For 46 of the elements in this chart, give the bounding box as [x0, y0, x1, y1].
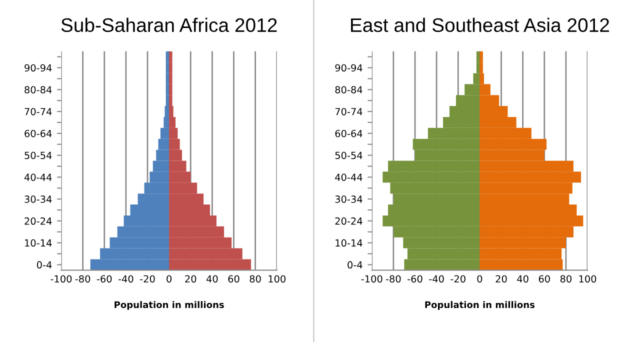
y-tick-label: 40-44: [335, 174, 362, 181]
x-tick-label: 20: [496, 275, 507, 283]
y-tick-label: 0-4: [348, 261, 362, 269]
x-tick-label: 80: [560, 275, 572, 283]
x-axis-title: Population in millions: [114, 301, 224, 310]
y-tick-label: 20-24: [335, 217, 362, 225]
y-tick-label: 40-44: [24, 174, 52, 181]
y-tick-label: 30-34: [24, 196, 52, 203]
y-tick-label: 80-84: [24, 86, 52, 94]
y-tick-label: 10-14: [25, 239, 52, 247]
x-tick-label: -80: [386, 275, 401, 283]
y-tick-label: 60-64: [24, 130, 52, 138]
x-tick-label: -60: [408, 275, 422, 283]
chart-title: Sub-Saharan Africa 2012: [61, 18, 277, 32]
x-tick-label: -100: [361, 275, 382, 283]
y-tick-label: 70-74: [24, 108, 52, 116]
y-tick-label: 90-94: [335, 64, 362, 72]
y-tick-label: 20-24: [24, 217, 52, 225]
x-tick-label: -60: [96, 275, 112, 283]
chart-title: East and Southeast Asia 2012: [351, 18, 609, 32]
x-tick-label: 0: [477, 275, 482, 283]
y-tick-label: 70-74: [335, 108, 362, 116]
x-tick-label: 60: [538, 275, 550, 283]
x-tick-label: 80: [250, 275, 261, 283]
x-tick-label: 100: [579, 275, 596, 283]
x-tick-label: -100: [50, 275, 72, 283]
y-tick-label: 50-54: [335, 152, 362, 160]
x-tick-label: -40: [118, 275, 134, 283]
x-tick-label: -20: [140, 275, 155, 283]
x-tick-label: 40: [206, 275, 218, 283]
x-tick-label: -80: [75, 275, 90, 283]
y-tick-label: 10-14: [336, 239, 362, 247]
x-tick-label: 100: [268, 275, 286, 283]
x-tick-label: -20: [450, 275, 466, 283]
x-axis-title: Population in millions: [425, 301, 535, 310]
y-tick-label: 0-4: [36, 261, 52, 269]
y-tick-label: 60-64: [335, 130, 362, 138]
y-tick-label: 90-94: [24, 64, 52, 72]
y-tick-label: 50-54: [24, 152, 52, 160]
y-tick-label: 30-34: [335, 196, 362, 203]
x-tick-label: 20: [185, 275, 196, 283]
x-tick-label: 0: [166, 275, 172, 283]
x-tick-label: 40: [517, 275, 528, 283]
x-tick-label: -40: [429, 275, 444, 283]
y-tick-label: 80-84: [335, 86, 362, 94]
x-tick-label: 60: [228, 275, 240, 283]
